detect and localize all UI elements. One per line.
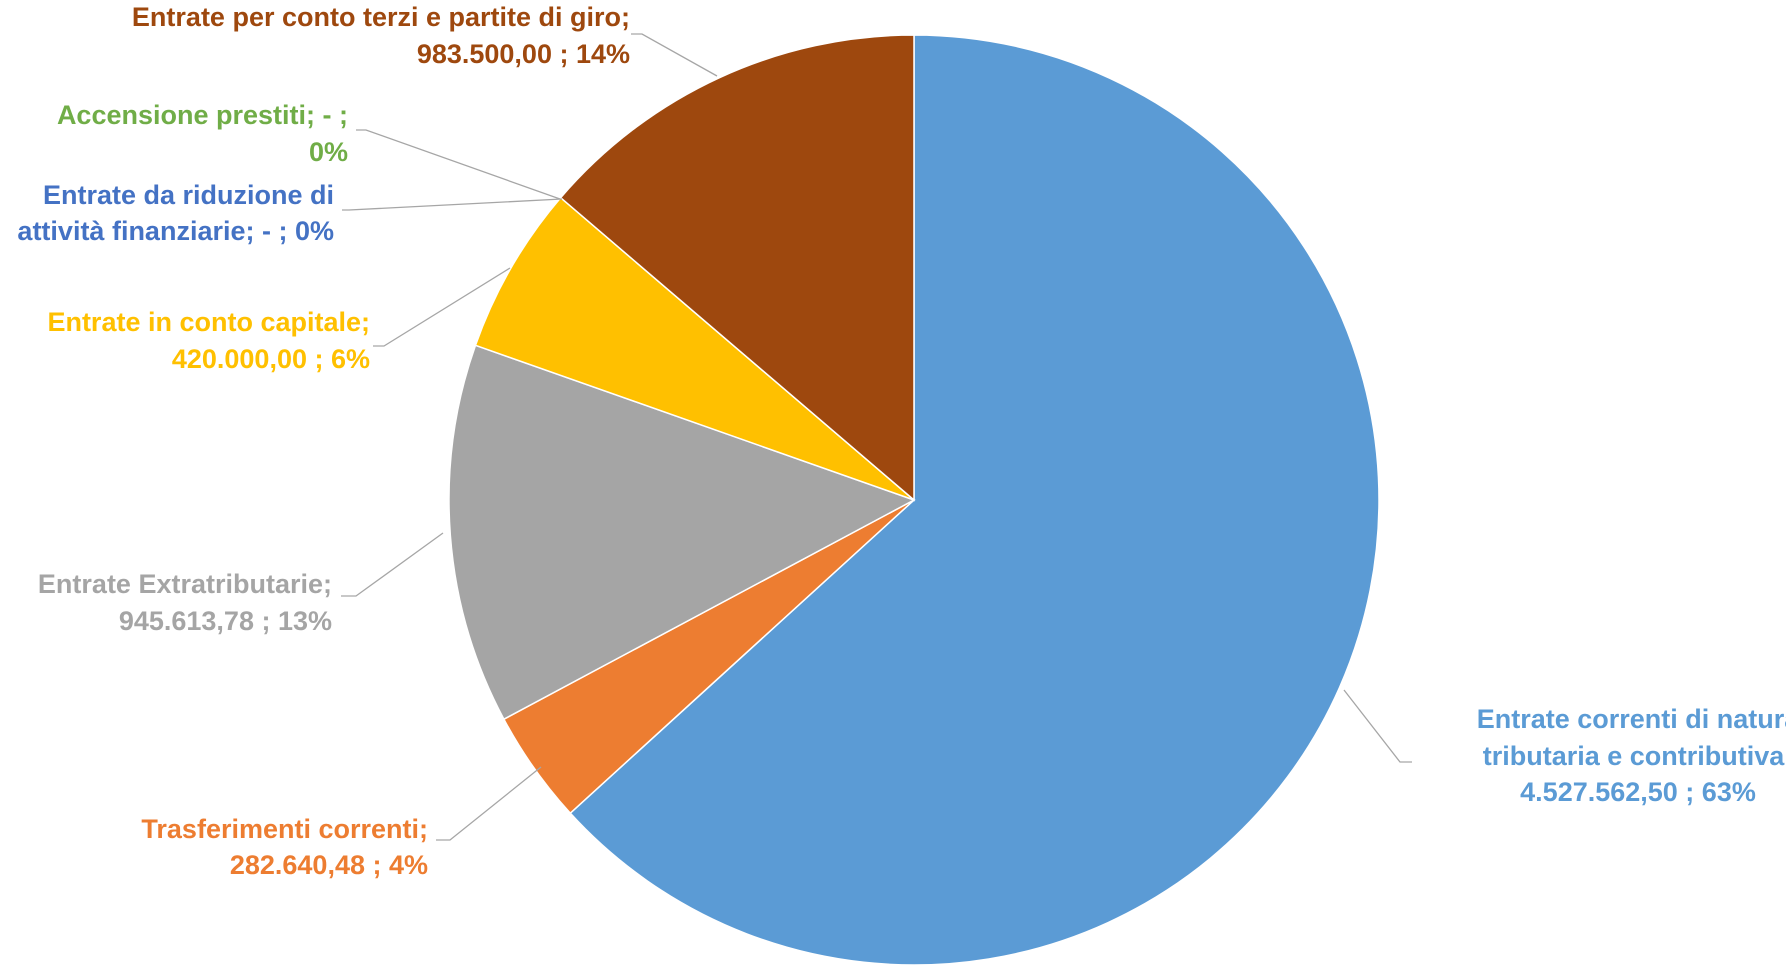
data-label-entrate-correnti-di-natura-tributaria-e-contributiva-line-2: tributaria e contributiva; xyxy=(1483,741,1786,771)
data-labels: Entrate correnti di natura tributaria e c… xyxy=(17,2,1786,880)
data-label-entrate-da-riduzione-di-attivita-finanziarie-line-1: Entrate da riduzione di xyxy=(43,180,334,210)
leader-line-entrate-per-conto-terzi-e-partite-di-giro xyxy=(631,33,718,77)
data-label-entrate-da-riduzione-di-attivita-finanziarie-line-2: attività finanziarie; - ; 0% xyxy=(17,216,334,246)
pie-slice-entrate-in-conto-capitale xyxy=(474,196,915,501)
pie-slice-entrate-extratributarie xyxy=(448,344,916,721)
data-label-entrate-extratributarie-line-2: 945.613,78 ; 13% xyxy=(119,606,332,636)
data-label-trasferimenti-correnti-line-2: 282.640,48 ; 4% xyxy=(230,850,428,880)
data-label-entrate-extratributarie-line-1: Entrate Extratributarie; xyxy=(38,569,332,599)
data-label-accensione-prestiti-line-1: Accensione prestiti; - ; xyxy=(57,100,348,130)
data-label-entrate-in-conto-capitale-line-2: 420.000,00 ; 6% xyxy=(172,344,370,374)
data-label-trasferimenti-correnti-line-1: Trasferimenti correnti; xyxy=(141,814,428,844)
leader-line-entrate-in-conto-capitale xyxy=(373,267,511,347)
data-label-entrate-correnti-di-natura-tributaria-e-contributiva-line-1: Entrate correnti di natura xyxy=(1477,704,1786,734)
data-label-entrate-per-conto-terzi-e-partite-di-giro-line-1: Entrate per conto terzi e partite di gir… xyxy=(132,2,630,32)
pie-slice-entrate-correnti-di-natura-tributaria-e-contributiva xyxy=(569,34,1380,966)
leader-line-accensione-prestiti xyxy=(356,129,561,200)
data-label-accensione-prestiti-line-2: 0% xyxy=(309,137,348,167)
leader-lines xyxy=(341,33,1412,841)
leader-line-entrate-da-riduzione-di-attivita-finanziarie xyxy=(342,198,563,211)
leader-line-entrate-extratributarie xyxy=(341,532,444,597)
data-label-entrate-per-conto-terzi-e-partite-di-giro-line-2: 983.500,00 ; 14% xyxy=(417,39,630,69)
pie-slice-entrate-per-conto-terzi-e-partite-di-giro xyxy=(559,34,915,502)
leader-line-trasferimenti-correnti xyxy=(436,766,542,841)
pie-slices xyxy=(448,34,1380,966)
data-label-entrate-correnti-di-natura-tributaria-e-contributiva-line-3: 4.527.562,50 ; 63% xyxy=(1520,777,1756,807)
leader-line-entrate-correnti-di-natura-tributaria-e-contributiva xyxy=(1343,689,1412,763)
data-label-entrate-in-conto-capitale-line-1: Entrate in conto capitale; xyxy=(47,307,370,337)
